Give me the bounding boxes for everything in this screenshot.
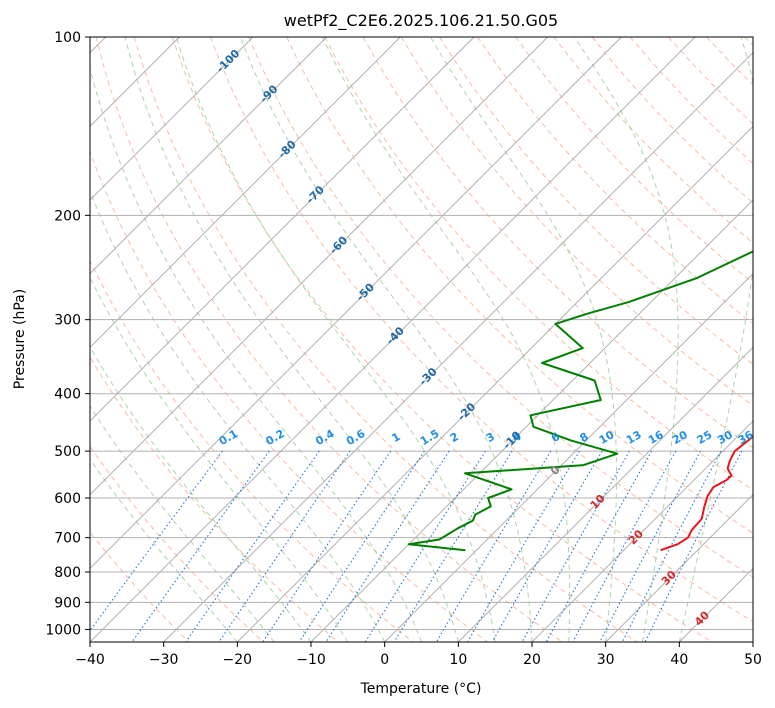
isotherm-line [90,37,327,275]
mixing-ratio-line [572,450,677,642]
y-tick-label: 400 [54,387,81,403]
mixing-ratio-line [185,450,320,642]
mixing-ratio-line [218,450,351,642]
isotherm-line [605,494,753,642]
moist-adiabat-line [90,405,275,642]
isotherm-line [163,52,753,642]
dry-adiabat-line [324,37,753,491]
temperature-profile-line [660,434,753,552]
dry-adiabat-line [133,37,638,642]
x-axis-ticks: −40 −30 −20 −10 0 10 20 30 40 50 [75,642,762,668]
y-tick-label: 800 [54,565,81,581]
x-axis-label: Temperature (°C) [360,681,482,697]
y-tick-label: 1000 [45,622,81,638]
isotherm-line [90,37,548,496]
plot-frame [89,36,754,643]
dry-adiabat-line [210,37,753,623]
moist-adiabat-line [90,345,312,642]
x-tick-label: 30 [597,652,615,668]
x-tick-label: −10 [296,652,326,668]
moist-adiabat-line [430,37,617,642]
x-tick-label: 10 [449,652,467,668]
dry-adiabat-line [90,150,488,642]
y-tick-label: 900 [54,595,81,611]
y-tick-label: 600 [54,491,81,507]
isotherm-line [90,37,696,642]
isotherm-line [237,125,753,642]
isotherm-line [752,641,753,642]
background-lines [90,37,753,642]
dry-adiabat-line [362,37,753,449]
isotherm-line [531,420,753,642]
x-tick-label: 50 [744,652,762,668]
mixing-ratio-line [298,450,425,642]
x-tick-label: −20 [223,652,253,668]
dry-adiabat-line [95,37,563,642]
moist-adiabat-line [124,37,459,642]
isotherm-line [310,199,753,642]
y-tick-label: 700 [54,531,81,547]
chart-title: wetPf2_C2E6.2025.106.21.50.G05 [284,11,558,31]
plot-background [90,37,753,642]
dewpoint-profile-line [407,250,753,552]
moist-adiabat-line [90,276,349,642]
moist-adiabat-line [90,65,422,642]
y-axis-label: Pressure (hPa) [12,289,28,389]
mixing-ratio-line [491,450,603,642]
dry-adiabat-line [248,37,753,578]
dry-adiabat-line [171,37,712,642]
mixing-ratio-line [599,450,701,642]
isotherm-line [90,37,401,348]
y-axis-ticks: 100 200 300 400 500 600 700 800 900 1000 [45,30,90,638]
isotherm-line [90,37,622,569]
mixing-ratio-line [644,450,743,642]
x-tick-label: 20 [523,652,541,668]
mixing-ratio-line [262,450,392,642]
moist-adiabat-line [90,189,386,642]
moist-adiabat-line [90,458,238,642]
y-tick-label: 100 [54,30,81,46]
x-tick-label: 40 [670,652,688,668]
mixing-ratio-line [621,450,722,642]
isotherm-line [384,273,753,642]
moist-adiabat-line [175,37,496,642]
dry-adiabat-line [90,445,264,642]
series-layer [407,250,753,552]
dry-adiabat-line [400,37,753,407]
moist-adiabat-line [322,37,571,642]
mixing-ratio-line [545,450,653,642]
isotherm-line [90,37,254,201]
mixing-ratio-line [393,450,513,642]
y-tick-label: 300 [54,313,81,329]
isotherm-line [90,37,475,422]
x-tick-label: −40 [75,652,105,668]
moist-adiabat-line [574,37,679,642]
mixing-ratio-line [90,450,223,632]
x-tick-label: −30 [149,652,179,668]
x-tick-label: 0 [380,652,389,668]
isotherm-line [458,346,753,642]
y-tick-label: 200 [54,208,81,224]
y-tick-label: 500 [54,444,81,460]
mixing-ratio-line [521,450,630,642]
